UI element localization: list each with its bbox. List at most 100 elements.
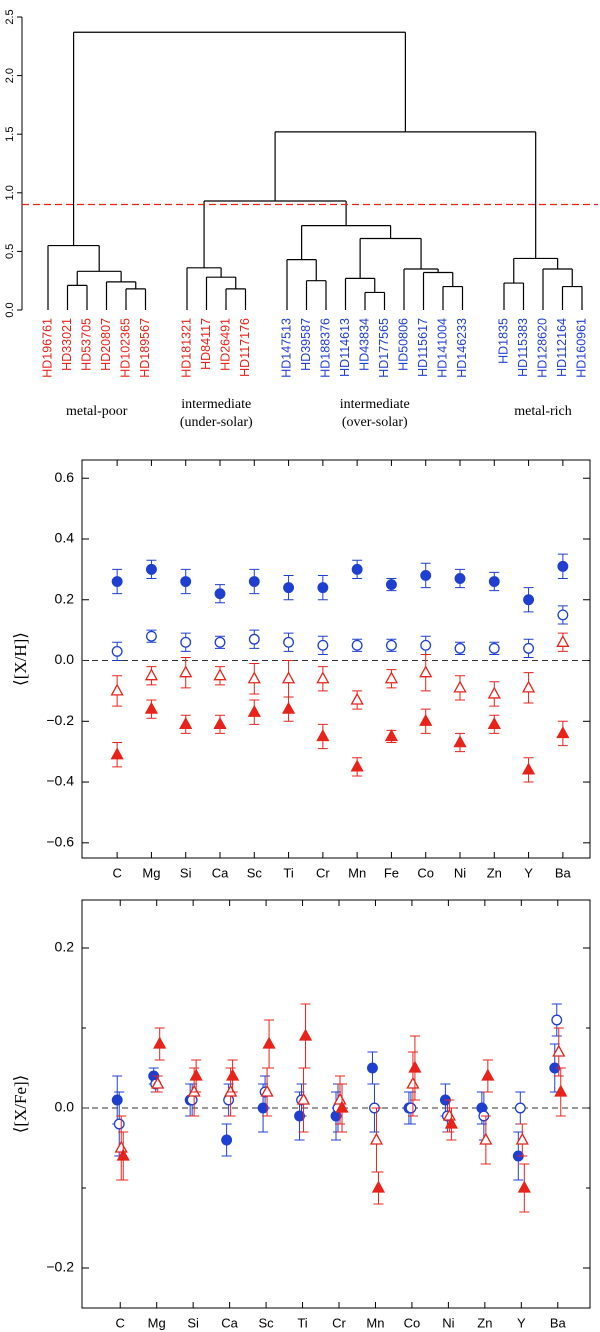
y-tick-label: 2.0 [4,68,16,83]
link [225,288,247,310]
link [203,200,347,268]
marker [557,560,569,572]
leaf-label: HD20807 [99,318,113,371]
marker [145,630,157,642]
marker [515,1132,529,1145]
link [442,285,464,310]
group-label: metal-poor [66,404,128,419]
marker [221,1134,233,1146]
x-tick-label: Y [524,865,533,880]
marker [144,701,159,714]
marker [317,582,329,594]
marker [247,671,261,684]
marker [419,713,433,726]
leaf-label: HD196761 [40,318,54,378]
marker [248,633,260,645]
y-tick-label: 2.5 [4,9,16,24]
marker [111,1094,123,1106]
y-tick-label: 0.2 [55,939,75,955]
marker [453,680,467,693]
marker [408,1060,422,1073]
leaf-label: HD43834 [357,318,371,371]
link [561,285,583,310]
x-tick-label: Mg [148,1315,166,1330]
leaf-label: HD177565 [377,318,391,378]
marker [488,576,500,587]
marker [521,680,536,693]
marker [153,1036,167,1049]
marker [384,729,399,742]
marker [114,1140,128,1153]
leaf-label: HD160961 [574,318,588,378]
x-tick-label: Ti [297,1315,307,1330]
link [186,267,222,310]
marker [296,1092,311,1105]
leaf-label: HD112164 [555,318,569,377]
y-tick-label: 0.5 [4,244,16,259]
marker [419,665,433,678]
x-tick-label: Si [180,865,192,880]
link [542,268,573,310]
leaf-label: HD114613 [338,318,352,377]
marker [554,1084,568,1097]
marker [316,671,330,684]
leaf-label: HD84117 [199,318,213,370]
x-tick-label: Fe [384,865,399,880]
leaf-label: HD115617 [416,318,430,377]
leaf-label: HD26491 [218,318,232,371]
y-tick-label: 0.4 [55,530,75,546]
marker [260,1084,274,1097]
marker [556,634,570,647]
y-tick-label: −0.2 [46,1259,74,1275]
marker [189,1068,203,1081]
marker [444,1116,458,1129]
y-tick-label: −0.4 [46,773,74,789]
y-tick-label: 1.5 [4,127,16,142]
x-tick-label: Co [417,865,434,880]
marker [453,735,467,748]
leaf-label: HD117176 [238,318,252,377]
marker [110,747,124,760]
link [125,288,147,310]
marker [487,686,501,699]
x-tick-label: Cr [332,1315,346,1330]
marker [111,576,123,587]
link [286,259,317,310]
marker [335,1100,349,1113]
marker [281,671,296,684]
marker [371,1180,386,1193]
marker [298,1028,313,1041]
y-tick-label: 0.0 [55,1099,75,1115]
marker [262,1036,276,1049]
y-tick-label: 0.2 [55,590,75,606]
x-tick-label: Ti [283,865,293,880]
group-label: metal-rich [514,404,572,419]
marker [213,716,227,729]
x-tick-label: Mn [348,865,366,880]
marker [488,642,500,654]
leaf-label: HD146233 [455,318,469,378]
marker [151,1076,165,1089]
marker [247,704,261,717]
marker [405,1102,417,1114]
x-tick-label: Ba [555,865,572,880]
marker [521,762,536,775]
marker [213,668,227,681]
group-label: intermediate [181,397,251,412]
marker [385,639,397,651]
x-tick-label: Ca [212,865,229,880]
marker [351,563,363,575]
marker [454,573,466,584]
marker [523,642,535,654]
x-tick-label: Ni [454,865,466,880]
leaf-label: HD141004 [435,318,449,378]
link [205,276,237,310]
link [403,268,439,310]
link [422,271,454,310]
link [76,270,122,286]
leaf-label: HD1835 [496,318,510,364]
link [344,277,376,310]
marker [517,1180,531,1193]
leaf-label: HD188376 [318,318,332,378]
marker [116,1148,130,1161]
